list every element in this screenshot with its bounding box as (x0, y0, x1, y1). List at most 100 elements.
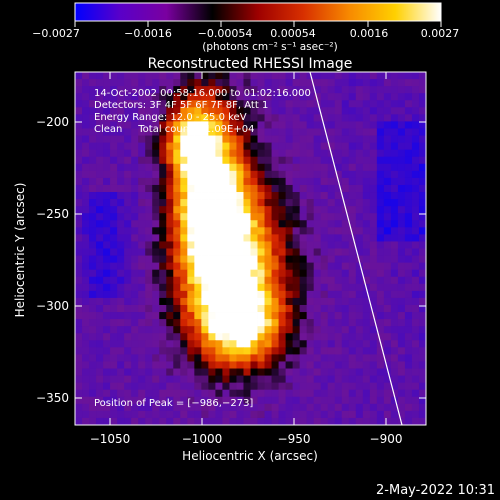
heatmap-cell (180, 135, 188, 143)
heatmap-cell (320, 283, 329, 292)
heatmap-cell (131, 170, 139, 179)
heatmap-cell (138, 241, 146, 249)
heatmap-cell (292, 410, 301, 419)
heatmap-cell (180, 184, 188, 193)
heatmap-cell (110, 121, 118, 129)
heatmap-cell (313, 227, 322, 235)
heatmap-cell (278, 319, 286, 327)
heatmap-cell (313, 290, 322, 299)
heatmap-cell (96, 312, 104, 320)
heatmap-cell (313, 199, 322, 207)
heatmap-cell (278, 206, 286, 214)
heatmap-cell (362, 312, 371, 320)
heatmap-cell (250, 192, 258, 200)
heatmap-cell (369, 241, 378, 249)
heatmap-cell (341, 304, 350, 313)
heatmap-cell (82, 93, 90, 101)
heatmap-cell (334, 403, 343, 412)
heatmap-cell (299, 163, 308, 172)
heatmap-cell (390, 312, 399, 320)
heatmap-cell (75, 340, 83, 348)
heatmap-cell (355, 403, 364, 412)
heatmap-cell (89, 206, 97, 214)
heatmap-cell (404, 170, 413, 179)
heatmap-cell (138, 79, 146, 87)
heatmap-cell (152, 403, 160, 412)
heatmap-cell (271, 114, 279, 122)
heatmap-cell (236, 262, 244, 271)
heatmap-cell (404, 156, 413, 165)
heatmap-cell (180, 375, 188, 384)
heatmap-cell (418, 340, 426, 348)
heatmap-cell (383, 276, 392, 285)
heatmap-cell (341, 290, 350, 299)
heatmap-cell (89, 283, 97, 292)
heatmap-cell (187, 382, 195, 391)
heatmap-cell (187, 283, 195, 292)
heatmap-cell (215, 79, 223, 87)
heatmap-cell (110, 227, 118, 235)
heatmap-cell (89, 170, 97, 179)
heatmap-cell (320, 396, 329, 405)
heatmap-cell (180, 382, 188, 391)
heatmap-cell (411, 361, 420, 369)
heatmap-cell (243, 227, 251, 235)
heatmap-cell (138, 368, 146, 376)
heatmap-cell (411, 248, 420, 256)
heatmap-cell (313, 262, 322, 271)
heatmap-cell (215, 107, 223, 115)
heatmap-cell (173, 326, 181, 334)
heatmap-cell (376, 184, 385, 193)
heatmap-cell (138, 255, 146, 264)
heatmap-cell (362, 347, 371, 355)
heatmap-cell (383, 107, 392, 115)
heatmap-cell (285, 199, 294, 207)
heatmap-cell (110, 354, 118, 362)
heatmap-cell (187, 177, 195, 186)
heatmap-cell (313, 354, 322, 362)
heatmap-cell (341, 192, 350, 200)
heatmap-cell (250, 72, 258, 80)
heatmap-cell (89, 255, 97, 264)
heatmap-cell (278, 283, 286, 292)
heatmap-cell (243, 361, 251, 369)
heatmap-cell (117, 100, 125, 108)
heatmap-cell (355, 241, 364, 249)
heatmap-cell (383, 312, 392, 320)
heatmap-cell (418, 269, 426, 278)
heatmap-cell (131, 340, 139, 348)
heatmap-cell (376, 128, 385, 136)
heatmap-cell (292, 234, 301, 242)
heatmap-cell (313, 361, 322, 369)
heatmap-cell (271, 333, 279, 341)
heatmap-cell (271, 149, 279, 158)
heatmap-cell (362, 290, 371, 299)
heatmap-cell (348, 128, 357, 136)
heatmap-cell (390, 163, 399, 172)
heatmap-cell (271, 206, 279, 214)
heatmap-cell (124, 156, 132, 165)
heatmap-cell (257, 142, 265, 151)
heatmap-cell (89, 241, 97, 249)
heatmap-cell (96, 241, 104, 249)
heatmap-cell (96, 135, 104, 143)
heatmap-cell (208, 220, 216, 228)
heatmap-cell (103, 319, 111, 327)
heatmap-cell (334, 93, 343, 101)
heatmap-cell (215, 100, 223, 108)
heatmap-cell (166, 192, 174, 200)
heatmap-cell (292, 347, 301, 355)
heatmap-cell (103, 107, 111, 115)
heatmap-cell (271, 156, 279, 165)
heatmap-cell (355, 100, 364, 108)
heatmap-cell (96, 382, 104, 391)
heatmap-cell (187, 213, 195, 221)
heatmap-cell (362, 368, 371, 376)
y-axis: −200 −250 −300 −350 Heliocentric Y (arcs… (13, 115, 426, 405)
heatmap-cell (418, 297, 426, 306)
heatmap-cell (173, 368, 181, 376)
heatmap-cell (369, 290, 378, 299)
heatmap-cell (208, 389, 216, 398)
heatmap-cell (341, 170, 350, 179)
heatmap-cell (264, 100, 272, 108)
